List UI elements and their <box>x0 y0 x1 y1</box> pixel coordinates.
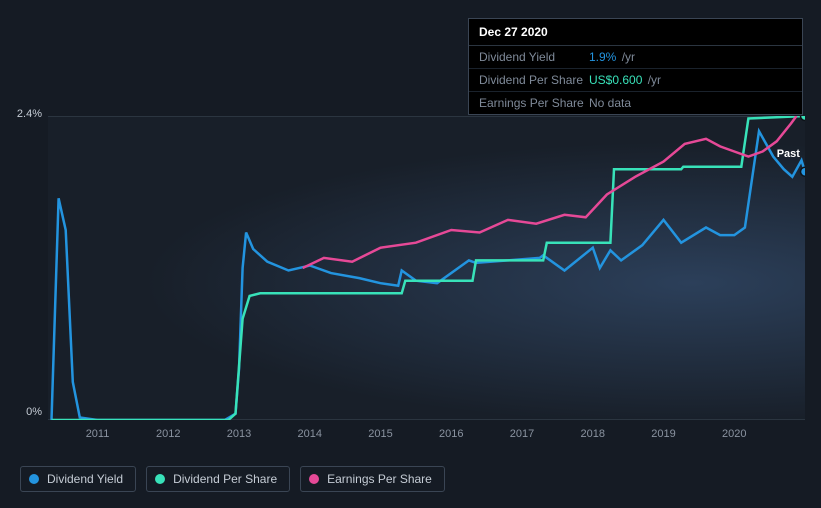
series-lines <box>48 116 805 420</box>
legend: Dividend Yield Dividend Per Share Earnings… <box>20 466 445 492</box>
tooltip-row: Dividend Per ShareUS$0.600 /yr <box>469 69 802 92</box>
x-tick: 2013 <box>227 428 251 440</box>
tooltip-label: Earnings Per Share <box>479 96 589 110</box>
y-tick-max: 2.4% <box>0 108 42 120</box>
series-dividend_per_share <box>52 116 806 420</box>
tooltip-date: Dec 27 2020 <box>469 19 802 46</box>
tooltip-value-wrap: No data <box>589 96 631 110</box>
dividend-chart: 2.4% 0% Past 201120122013201420152016201… <box>0 100 821 460</box>
series-end-marker-dividend_yield <box>801 167 806 176</box>
tooltip-suffix: /yr <box>644 73 661 87</box>
x-tick: 2018 <box>581 428 605 440</box>
legend-label: Earnings Per Share <box>327 472 432 486</box>
series-dividend_yield <box>52 131 806 420</box>
x-axis: 2011 2012 2013 2014 2015 2016 2017 2018 2019 2020 <box>48 428 805 448</box>
legend-swatch <box>29 474 39 484</box>
legend-item-earnings_per_share[interactable]: Earnings Per Share <box>300 466 445 492</box>
x-tick: 2020 <box>722 428 746 440</box>
y-tick-min: 0% <box>0 406 42 418</box>
tooltip-row: Earnings Per ShareNo data <box>469 92 802 114</box>
legend-swatch <box>155 474 165 484</box>
past-label: Past <box>777 148 800 160</box>
tooltip-value: US$0.600 <box>589 73 642 87</box>
x-tick: 2011 <box>86 428 110 440</box>
tooltip-suffix: /yr <box>618 50 635 64</box>
tooltip-value-wrap: US$0.600 /yr <box>589 73 661 87</box>
legend-label: Dividend Yield <box>47 472 123 486</box>
legend-item-dividend_per_share[interactable]: Dividend Per Share <box>146 466 290 492</box>
series-end-marker-dividend_per_share <box>801 116 806 121</box>
legend-swatch <box>309 474 319 484</box>
tooltip-label: Dividend Per Share <box>479 73 589 87</box>
tooltip-value: 1.9% <box>589 50 616 64</box>
legend-label: Dividend Per Share <box>173 472 277 486</box>
x-tick: 2014 <box>298 428 322 440</box>
tooltip-row: Dividend Yield1.9% /yr <box>469 46 802 69</box>
x-tick: 2015 <box>368 428 392 440</box>
x-tick: 2012 <box>156 428 180 440</box>
x-tick: 2016 <box>439 428 463 440</box>
tooltip-label: Dividend Yield <box>479 50 589 64</box>
tooltip-value: No data <box>589 96 631 110</box>
series-earnings_per_share <box>303 116 797 268</box>
legend-item-dividend_yield[interactable]: Dividend Yield <box>20 466 136 492</box>
plot-area[interactable]: Past <box>48 116 805 420</box>
chart-tooltip: Dec 27 2020 Dividend Yield1.9% /yrDivide… <box>468 18 803 115</box>
x-tick: 2017 <box>510 428 534 440</box>
tooltip-value-wrap: 1.9% /yr <box>589 50 635 64</box>
x-tick: 2019 <box>651 428 675 440</box>
